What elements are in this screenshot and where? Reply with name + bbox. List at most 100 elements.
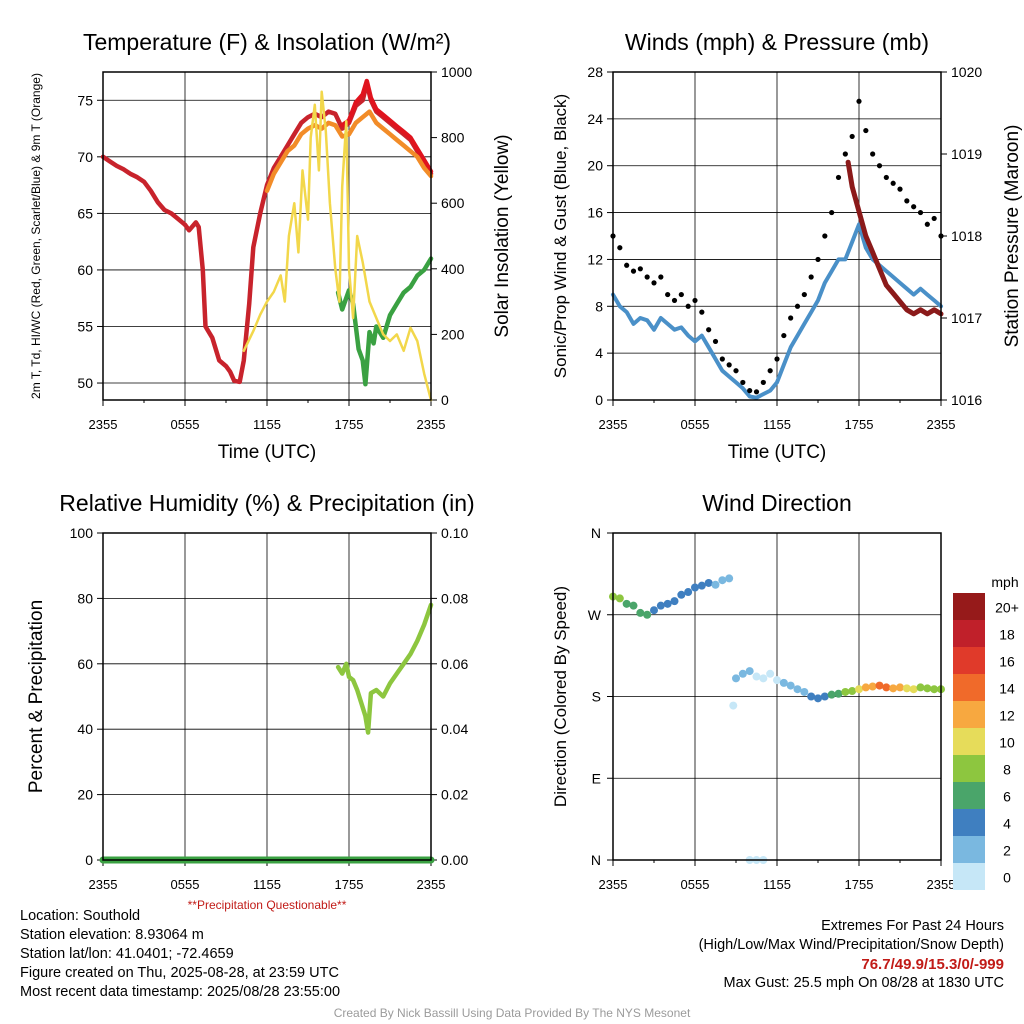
y2-tick-label: 600	[441, 195, 465, 211]
gust-point	[904, 198, 910, 204]
y2-tick-label: 1018	[951, 228, 982, 244]
direction-point	[650, 606, 658, 615]
y-axis-label: Direction (Colored By Speed)	[551, 586, 570, 807]
direction-point	[868, 682, 877, 691]
x-tick-label: 2355	[927, 877, 956, 892]
y2-tick-label: 0.06	[441, 656, 468, 672]
colorbar-label: 20+	[995, 600, 1019, 616]
gust-point	[856, 98, 862, 104]
direction-point	[923, 684, 932, 693]
extremes-info: Extremes For Past 24 Hours (High/Low/Max…	[699, 917, 1004, 993]
y-tick-label: S	[592, 689, 601, 705]
gust-point	[890, 180, 896, 186]
plot-frame	[102, 532, 432, 861]
direction-point	[677, 590, 686, 599]
gust-point	[740, 379, 746, 386]
panel-title: Wind Direction	[702, 490, 852, 516]
direction-point	[773, 676, 781, 685]
y2-tick-label: 200	[441, 326, 465, 342]
direction-point	[643, 610, 652, 619]
colorbar-swatch	[953, 782, 985, 809]
y2-tick-label: 0.08	[441, 590, 468, 606]
colorbar-swatch	[953, 863, 985, 890]
series-line	[242, 90, 433, 402]
x-tick-label: 1155	[763, 417, 791, 432]
gust-point	[699, 309, 705, 315]
x-tick-label: 2355	[417, 877, 446, 892]
panel-title: Relative Humidity (%) & Precipitation (i…	[59, 490, 474, 516]
gust-point	[863, 127, 869, 134]
direction-point	[752, 672, 761, 681]
gust-point	[767, 368, 773, 374]
gust-point	[774, 356, 780, 362]
gust-point	[822, 233, 828, 239]
y2-tick-label: 1016	[951, 392, 982, 408]
colorbar-swatch	[953, 701, 985, 728]
series-line	[335, 256, 434, 387]
x-tick-label: 0555	[171, 417, 200, 432]
gust-point	[842, 151, 848, 157]
colorbar-label: 16	[999, 654, 1015, 670]
gust-point	[712, 338, 719, 345]
gust-point	[678, 291, 684, 298]
speed-colorbar: mph 0 2 4 6 8 10 12 14 16 18 20+	[953, 574, 1019, 890]
gust-point	[897, 186, 903, 192]
gust-point	[911, 204, 917, 210]
colorbar-label: 14	[999, 681, 1015, 697]
direction-point	[820, 692, 829, 701]
y2-tick-label: 1000	[441, 64, 472, 80]
direction-point	[697, 581, 706, 590]
y2-tick-label: 0.10	[441, 525, 468, 541]
extremes-title: Extremes For Past 24 Hours	[821, 918, 1004, 934]
x-tick-label: 1755	[335, 877, 364, 892]
y2-tick-label: 0.00	[441, 852, 468, 868]
panel-3: Relative Humidity (%) & Precipitation (i…	[26, 490, 475, 912]
direction-point	[629, 601, 638, 610]
direction-point	[875, 681, 884, 690]
series-line	[845, 159, 944, 317]
direction-point	[855, 685, 863, 694]
colorbar-swatch	[953, 593, 985, 620]
station-elevation: Station elevation: 8.93064 m	[20, 927, 204, 943]
y2-tick-label: 1017	[951, 310, 982, 326]
y-tick-label: 60	[77, 262, 93, 278]
direction-point	[711, 580, 720, 589]
gust-point	[685, 303, 691, 309]
colorbar-label: 6	[1003, 789, 1011, 805]
y-tick-label: 4	[595, 345, 603, 361]
colorbar-swatch	[953, 674, 985, 701]
y-tick-label: 40	[77, 721, 93, 737]
colorbar-label: 12	[999, 708, 1015, 724]
direction-point	[827, 690, 836, 699]
colorbar-swatch	[953, 755, 985, 782]
direction-point	[882, 683, 891, 692]
gust-point	[917, 209, 924, 216]
y-tick-label: 65	[77, 205, 93, 221]
y-axis-label: Sonic/Prop Wind & Gust (Blue, Black)	[551, 94, 570, 378]
y-tick-label: 12	[587, 251, 603, 267]
direction-point	[745, 667, 754, 676]
gust-point	[808, 274, 814, 280]
direction-point	[841, 687, 850, 696]
x-tick-label: 2355	[599, 417, 628, 432]
y-tick-label: N	[591, 852, 601, 868]
gust-point	[924, 221, 930, 227]
colorbar-label: 10	[999, 735, 1015, 751]
direction-point	[861, 683, 870, 692]
x-tick-label: 0555	[171, 877, 200, 892]
y-axis-label: Percent & Precipitation	[26, 600, 47, 793]
gust-point	[849, 133, 855, 140]
gust-point	[651, 280, 657, 286]
gust-point	[788, 315, 794, 321]
y-tick-label: 50	[77, 375, 93, 391]
gust-point	[644, 274, 650, 280]
x-tick-label: 2355	[599, 877, 628, 892]
series-line	[611, 222, 943, 400]
direction-point	[834, 689, 843, 698]
direction-point	[902, 684, 911, 693]
y-tick-label: 70	[77, 149, 93, 165]
y2-tick-label: 1019	[951, 146, 982, 162]
y-tick-label: 80	[77, 590, 93, 606]
y2-axis-label: Station Pressure (Maroon)	[1002, 125, 1023, 348]
